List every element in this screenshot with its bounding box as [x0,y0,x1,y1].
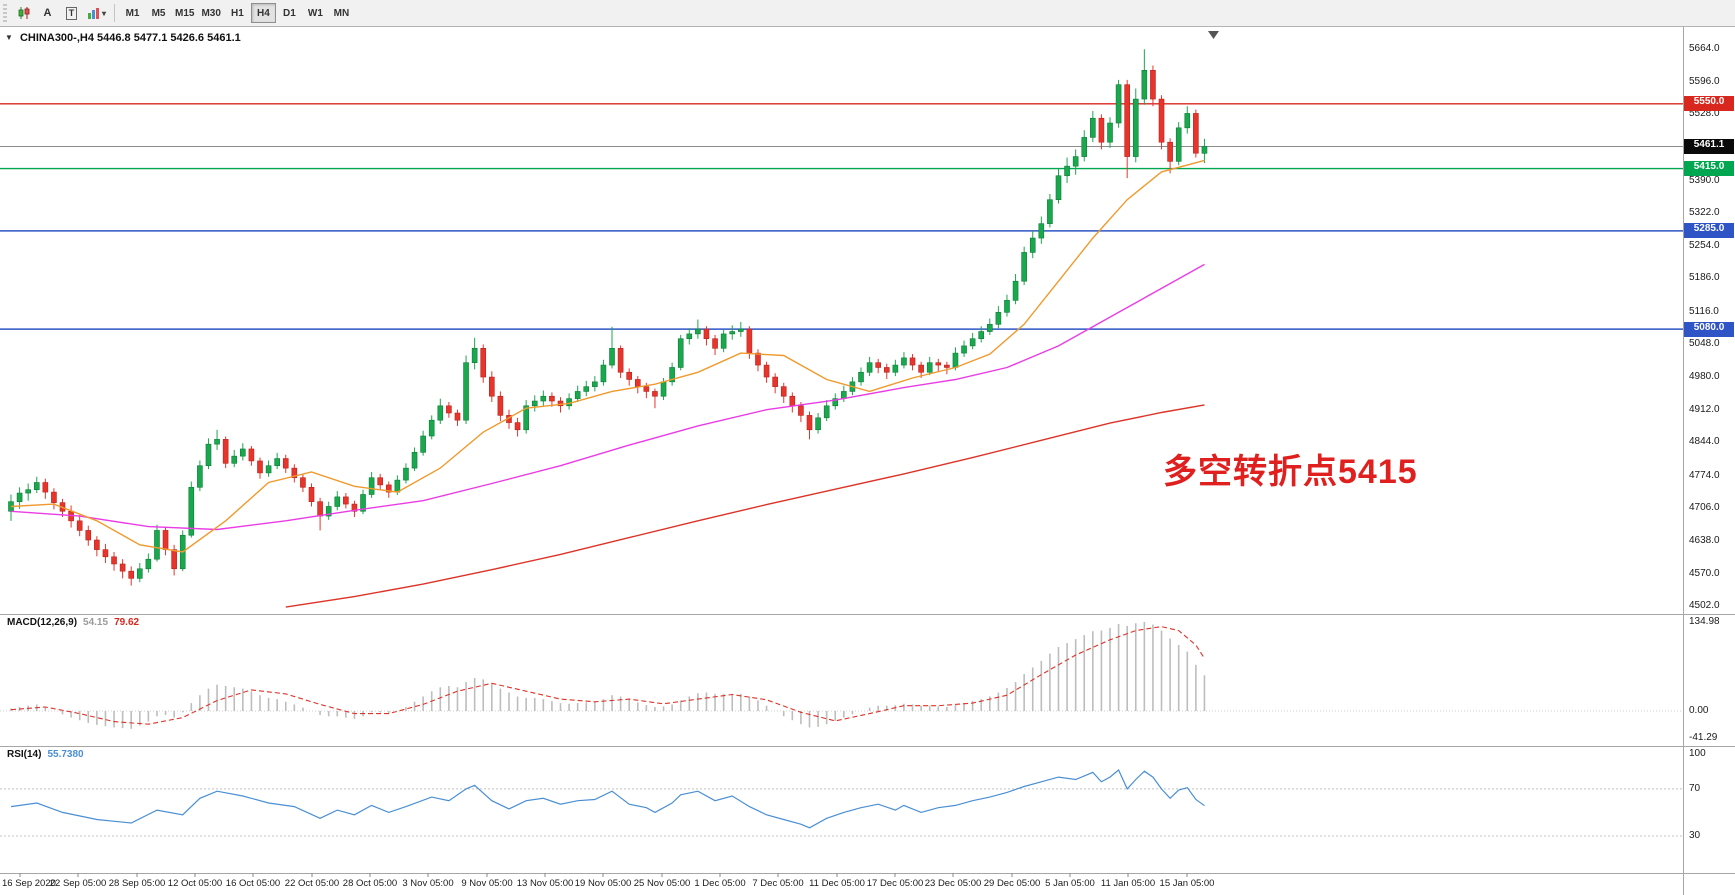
macd-histogram [10,621,1206,729]
timeframe-button-m30[interactable]: M30 [198,3,223,23]
cursor-tool-label: A [43,7,52,19]
candlestick-series [8,49,1208,586]
text-tool-label: T [65,6,78,20]
timeframe-button-m15[interactable]: M15 [172,3,197,23]
text-tool-button[interactable]: T [60,3,83,23]
rsi-line [10,769,1205,829]
timeframe-button-h1[interactable]: H1 [225,3,250,23]
toolbar-grip[interactable] [3,4,7,22]
ma-mid-magenta [10,263,1205,531]
timeframe-button-h4[interactable]: H4 [250,3,276,23]
quick-trade-arrow-icon[interactable]: ▼ [5,33,13,42]
toolbar: A T ▾ M1 M5 M15 M30 H1 H4 D1 W1 MN [0,0,1735,27]
indicators-button[interactable]: ▾ [84,3,109,23]
timeframe-button-m1[interactable]: M1 [120,3,145,23]
rsi-indicator-label: RSI(14) 55.7380 [7,749,90,760]
rsi-name: RSI(14) [7,749,42,760]
horizontal-line-objects[interactable] [0,103,1683,330]
symbol-period-ohlc-label: CHINA300-,H4 5446.8 5477.1 5426.6 5461.1 [19,32,241,44]
chart-shift-marker-icon[interactable] [1208,31,1219,39]
macd-signal-value: 79.62 [114,617,140,628]
macd-signal-line [10,626,1205,725]
chevron-down-icon: ▾ [102,8,107,18]
timeframe-button-m5[interactable]: M5 [146,3,171,23]
chart-type-button[interactable] [12,3,35,23]
cursor-tool-button[interactable]: A [36,3,59,23]
timeframe-button-d1[interactable]: D1 [277,3,302,23]
timeframe-button-w1[interactable]: W1 [303,3,328,23]
rsi-value: 55.7380 [47,749,84,760]
ma-slow-red [285,404,1205,608]
chart-header: ▼ CHINA300-,H4 5446.8 5477.1 5426.6 5461… [5,32,241,44]
macd-name: MACD(12,26,9) [7,617,78,628]
chart-annotation-text: 多空转折点5415 [1163,453,1418,491]
indicators-icon [88,7,99,19]
timeframe-button-mn[interactable]: MN [329,3,354,23]
macd-indicator-label: MACD(12,26,9) 54.15 79.62 [7,617,145,628]
toolbar-separator [114,4,116,22]
candlestick-chart-icon [18,7,29,19]
macd-main-value: 54.15 [83,617,109,628]
ma-fast-orange [10,159,1205,553]
